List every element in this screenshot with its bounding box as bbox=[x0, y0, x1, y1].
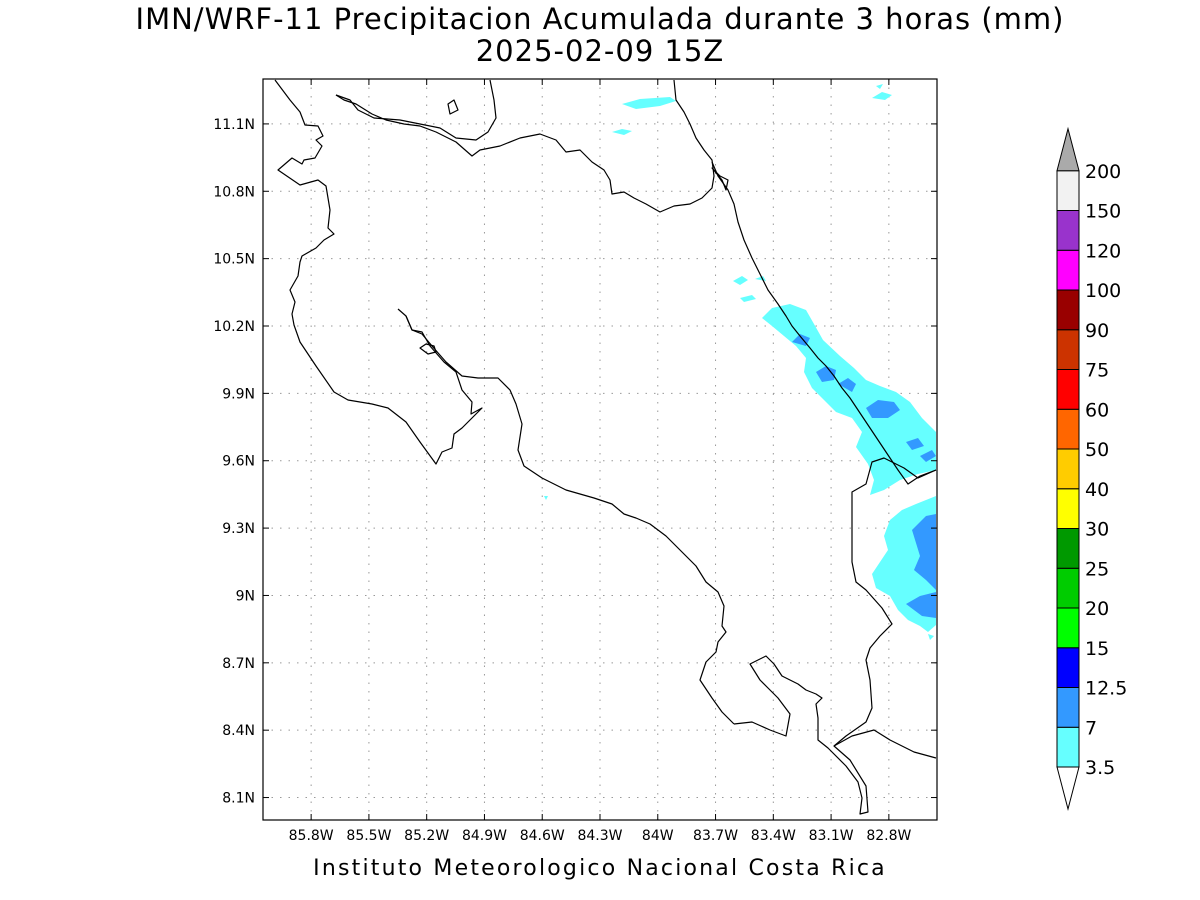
chart-title: IMN/WRF-11 Precipitacion Acumulada duran… bbox=[135, 2, 1065, 36]
colorbar-label: 12.5 bbox=[1085, 678, 1127, 700]
colorbar-label: 120 bbox=[1085, 240, 1121, 262]
precip-area-7mm-7 bbox=[912, 514, 936, 590]
x-tick-label: 84W bbox=[642, 828, 674, 844]
x-tick-label: 84.6W bbox=[520, 828, 565, 844]
colorbar-label: 25 bbox=[1085, 558, 1109, 580]
precip-area-7mm-6 bbox=[920, 450, 936, 462]
y-tick-label: 10.5N bbox=[213, 252, 255, 268]
island-nicoya bbox=[419, 343, 437, 355]
coastline-north-caribbean bbox=[274, 79, 483, 465]
colorbar-label: 40 bbox=[1085, 479, 1109, 501]
x-tick-label: 84.3W bbox=[577, 828, 622, 844]
colorbar-label: 15 bbox=[1085, 638, 1109, 660]
colorbar-bin bbox=[1056, 528, 1080, 569]
colorbar-bin bbox=[1056, 726, 1080, 768]
precip-area-carib-2 bbox=[755, 276, 766, 281]
precip-area-speck-1 bbox=[544, 496, 548, 500]
precip-area-7mm-5 bbox=[906, 438, 924, 450]
colorbar-bin bbox=[1056, 289, 1080, 331]
colorbar-bin bbox=[1056, 329, 1080, 370]
y-tick-label: 11.1N bbox=[213, 117, 255, 133]
x-tick-label: 85.8W bbox=[289, 828, 334, 844]
y-tick-label: 9N bbox=[236, 588, 255, 604]
y-tick-label: 8.7N bbox=[222, 656, 255, 672]
y-tick-label: 9.6N bbox=[222, 454, 255, 470]
colorbar-label: 3.5 bbox=[1085, 757, 1115, 779]
colorbar-label: 100 bbox=[1085, 280, 1121, 302]
colorbar-label: 200 bbox=[1085, 161, 1121, 183]
y-tick-label: 10.8N bbox=[213, 184, 255, 200]
colorbar-bin bbox=[1056, 647, 1080, 688]
colorbar-bin bbox=[1056, 249, 1080, 291]
coastline-nicoya-inner bbox=[405, 315, 735, 725]
precip-area-speck-2 bbox=[928, 634, 934, 640]
x-tick-label: 84.9W bbox=[462, 828, 507, 844]
lat-lon-grid bbox=[263, 79, 937, 820]
colorbar-bin bbox=[1056, 448, 1080, 490]
precip-area-carib-3 bbox=[740, 295, 756, 302]
coastline-lake-outline bbox=[335, 79, 497, 141]
chart-subtitle-datetime: 2025-02-09 15Z bbox=[475, 34, 725, 68]
coastline-panama-south bbox=[833, 729, 937, 759]
x-tick-label: 85.2W bbox=[404, 828, 449, 844]
colorbar-bin bbox=[1056, 567, 1080, 609]
colorbar-bin bbox=[1056, 408, 1080, 450]
precip-area-north-3 bbox=[872, 92, 892, 100]
precip-area-north-4 bbox=[876, 84, 883, 89]
precip-area-carib-main bbox=[762, 304, 936, 495]
border-small-1 bbox=[711, 167, 729, 191]
colorbar-bin bbox=[1056, 369, 1080, 410]
colorbar-label: 50 bbox=[1085, 439, 1109, 461]
footer-credit: Instituto Meteorologico Nacional Costa R… bbox=[313, 856, 887, 881]
colorbar-label: 75 bbox=[1085, 360, 1109, 382]
precip-area-7mm-8 bbox=[906, 592, 936, 618]
axis-ticks: 85.8W 85.5W 85.2W 84.9W 84.6W 84.3W 84W 83.7W 83… bbox=[213, 79, 937, 844]
precip-area-north-1 bbox=[622, 97, 676, 109]
precip-area-7mm-3 bbox=[838, 378, 856, 392]
colorbar-bin bbox=[1056, 210, 1080, 251]
border-caribbean-diagonal bbox=[711, 161, 937, 485]
x-tick-label: 83.1W bbox=[809, 828, 854, 844]
colorbar-bin bbox=[1056, 488, 1080, 529]
colorbar-bin bbox=[1056, 607, 1080, 649]
colorbar-label: 7 bbox=[1085, 717, 1097, 739]
y-tick-label: 9.3N bbox=[222, 521, 255, 537]
colorbar-label: 60 bbox=[1085, 399, 1109, 421]
country-outlines bbox=[274, 79, 937, 815]
colorbar-min-arrow bbox=[1056, 766, 1080, 811]
x-tick-label: 83.7W bbox=[693, 828, 738, 844]
island-north bbox=[447, 99, 459, 115]
coastline-nicaragua-lake bbox=[335, 79, 715, 213]
precip-area-7mm-2 bbox=[816, 366, 836, 382]
y-tick-label: 8.4N bbox=[222, 723, 255, 739]
colorbar: 3.5 7 12.5 15 20 25 30 40 50 60 75 90 100 120 150 200 bbox=[1056, 126, 1127, 811]
x-tick-label: 85.5W bbox=[346, 828, 391, 844]
y-tick-label: 9.9N bbox=[222, 386, 255, 402]
precipitation-field bbox=[544, 84, 936, 640]
colorbar-bin bbox=[1056, 170, 1080, 211]
colorbar-max-arrow bbox=[1056, 126, 1080, 172]
y-tick-label: 10.2N bbox=[213, 319, 255, 335]
colorbar-label: 90 bbox=[1085, 320, 1109, 342]
colorbar-label: 20 bbox=[1085, 598, 1109, 620]
x-tick-label: 82.8W bbox=[866, 828, 911, 844]
x-tick-label: 83.4W bbox=[751, 828, 796, 844]
colorbar-label: 150 bbox=[1085, 201, 1121, 223]
precip-area-north-2 bbox=[612, 129, 632, 135]
colorbar-label: 30 bbox=[1085, 519, 1109, 541]
colorbar-bin bbox=[1056, 687, 1080, 728]
precip-area-7mm-4 bbox=[866, 400, 900, 418]
coastline-osa-peninsula bbox=[733, 457, 937, 815]
precip-area-carib-1 bbox=[733, 276, 748, 285]
y-tick-label: 8.1N bbox=[222, 791, 255, 807]
